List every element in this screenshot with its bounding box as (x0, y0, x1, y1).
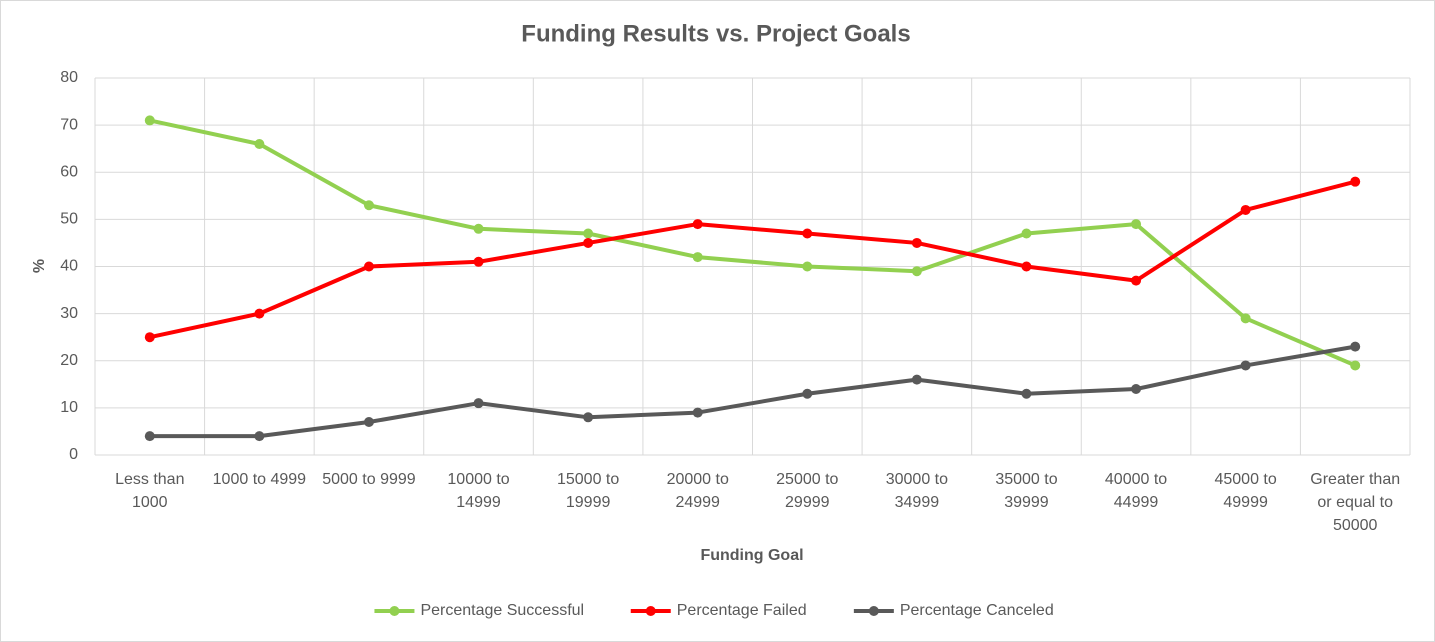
data-point (583, 228, 594, 239)
data-point (911, 266, 922, 277)
data-point (1021, 388, 1032, 399)
data-point (692, 252, 703, 263)
y-tick-label: 50 (60, 211, 78, 228)
chart-title: Funding Results vs. Project Goals (521, 20, 910, 47)
y-tick-label: 20 (60, 352, 78, 369)
y-tick-label: 40 (60, 258, 78, 275)
x-tick-label: 15000 to 19999 (556, 471, 620, 511)
data-point (1240, 360, 1251, 371)
data-point (1131, 219, 1142, 230)
y-tick-label: 10 (60, 399, 78, 416)
data-point (363, 261, 374, 272)
data-point (1350, 360, 1361, 371)
data-point (363, 417, 374, 428)
data-point (1021, 228, 1032, 239)
y-tick-label: 30 (60, 305, 78, 322)
x-tick-label: 40000 to 44999 (1104, 471, 1168, 511)
x-tick-label: 1000 to 4999 (212, 471, 307, 488)
data-point (1240, 204, 1251, 215)
x-tick-label: Greater than or equal to 50000 (1310, 471, 1401, 534)
data-point (692, 407, 703, 418)
x-axis-label: Funding Goal (700, 547, 803, 564)
legend-marker (645, 606, 656, 616)
data-point (1021, 261, 1032, 272)
x-tick-label: Less than 1000 (115, 471, 185, 511)
series-line (147, 179, 1358, 340)
x-tick-label: 45000 to 49999 (1214, 471, 1277, 511)
data-point (583, 412, 594, 423)
data-point (254, 138, 265, 149)
y-tick-label: 70 (60, 116, 78, 133)
data-point (144, 431, 155, 442)
x-tick-label: 25000 to 29999 (776, 471, 839, 511)
legend-marker (868, 606, 879, 616)
legend-marker (389, 606, 400, 616)
data-point (911, 374, 922, 385)
data-point (363, 200, 374, 211)
data-point (473, 256, 484, 267)
x-tick-label: 30000 to 34999 (885, 471, 949, 511)
data-point (692, 219, 703, 230)
data-point (254, 431, 265, 442)
series-line (147, 344, 1358, 439)
legend-label: Percentage Canceled (900, 602, 1054, 619)
x-tick-label: 35000 to 39999 (995, 471, 1058, 511)
data-point (802, 261, 813, 272)
x-tick-label: 10000 to 14999 (447, 471, 510, 511)
y-axis-label: % (31, 259, 48, 273)
data-point (1131, 384, 1142, 395)
series-line (147, 118, 1358, 368)
data-point (802, 228, 813, 239)
data-point (473, 398, 484, 409)
y-tick-label: 60 (60, 163, 78, 180)
data-point (473, 223, 484, 234)
x-tick-label: 20000 to 24999 (666, 471, 729, 511)
data-point (1240, 313, 1251, 324)
data-point (1131, 275, 1142, 286)
data-point (911, 237, 922, 248)
y-tick-label: 80 (60, 69, 78, 86)
x-tick-label: 5000 to 9999 (322, 471, 416, 488)
data-point (144, 115, 155, 126)
data-point (802, 388, 813, 399)
y-tick-label: 0 (69, 446, 78, 463)
legend-label: Percentage Successful (420, 602, 584, 619)
data-point (583, 237, 594, 248)
data-point (254, 308, 265, 319)
data-point (1350, 176, 1361, 187)
legend-label: Percentage Failed (677, 602, 807, 619)
data-point (144, 332, 155, 343)
data-point (1350, 341, 1361, 352)
